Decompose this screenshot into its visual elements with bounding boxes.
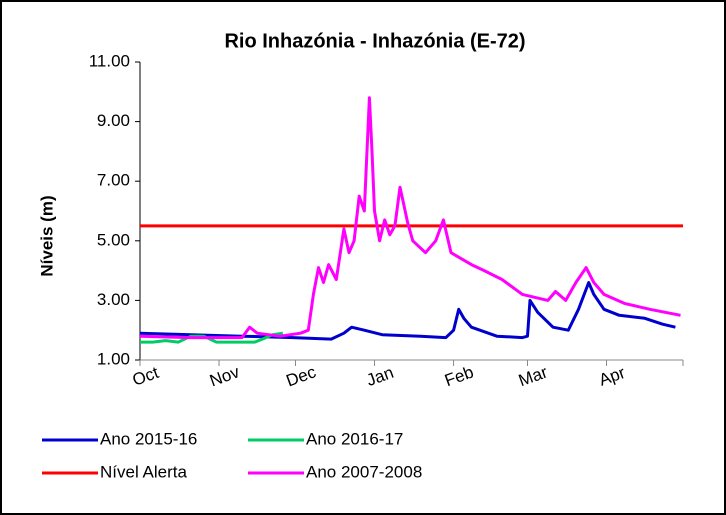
legend-label: Nível Alerta xyxy=(100,462,187,481)
y-tick-label: 7.00 xyxy=(97,171,130,190)
legend-label: Ano 2016-17 xyxy=(306,429,403,448)
y-tick-label: 11.00 xyxy=(89,51,130,70)
y-tick-label: 5.00 xyxy=(97,230,130,249)
chart-title: Rio Inhazónia - Inhazónia (E-72) xyxy=(224,30,525,52)
series-line xyxy=(139,281,676,341)
y-tick-label: 9.00 xyxy=(97,111,130,130)
legend-label: Ano 2007-2008 xyxy=(306,462,422,481)
legend-label: Ano 2015-16 xyxy=(100,429,197,448)
series-line xyxy=(139,96,681,340)
y-axis-label: Níveis (m) xyxy=(37,195,56,276)
y-tick-label: 3.00 xyxy=(97,290,130,309)
y-tick-label: 1.00 xyxy=(97,349,130,368)
series-line xyxy=(140,331,284,344)
